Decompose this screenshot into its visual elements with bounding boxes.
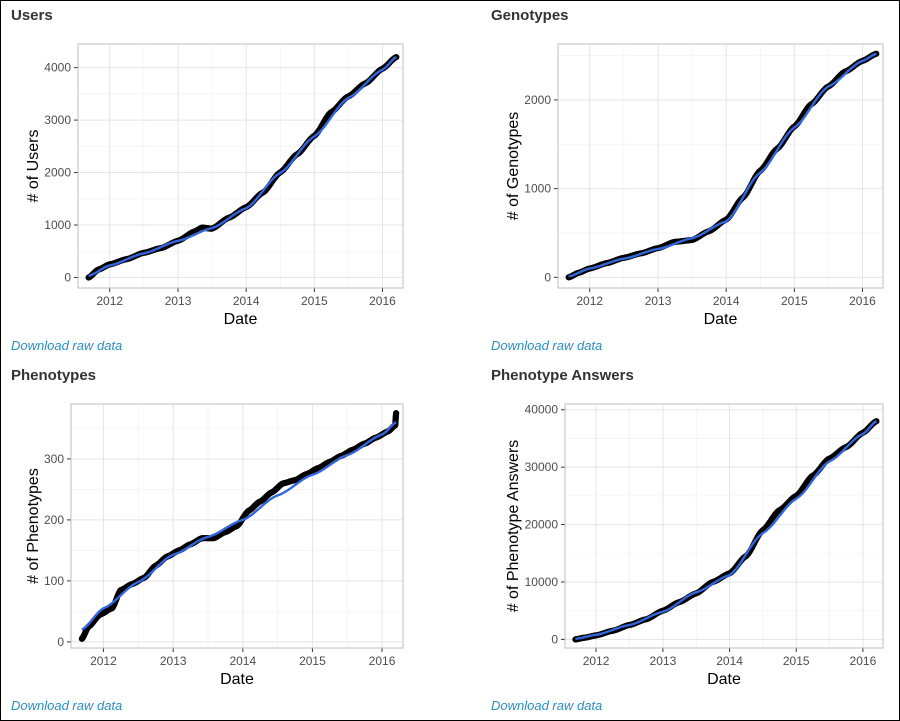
trend-line [88,56,397,278]
x-tick-label: 2015 [783,654,810,668]
y-tick-label: 100 [44,574,64,588]
x-tick-label: 2013 [165,294,192,308]
x-tick-label: 2015 [781,294,808,308]
y-tick-label: 300 [44,452,64,466]
download-raw-data-link[interactable]: Download raw data [11,338,123,353]
download-raw-data-link[interactable]: Download raw data [491,698,603,713]
plot-border [557,43,884,289]
y-tick-label: 4000 [44,61,71,75]
trend-line [575,420,878,640]
y-tick-label: 0 [551,632,558,646]
y-tick-label: 200 [44,513,64,527]
panel-users: Users 2012 2013 2014 2015 2016 0 1000 2000 3000 4… [1,1,441,356]
x-tick-label: 2014 [713,294,740,308]
y-axis-title: # of Genotypes [505,112,522,221]
panel-genotypes: Genotypes 2012 2013 2014 2015 2016 0 1000 2000 D… [481,1,900,356]
x-tick-label: 2016 [369,294,396,308]
phenotype-answers-chart: 2012 2013 2014 2015 2016 0 10000 20000 30000 4000… [505,403,884,688]
y-tick-label: 1000 [524,182,551,196]
genotypes-chart: 2012 2013 2014 2015 2016 0 1000 2000 Date # of Ge… [505,43,884,328]
plot-border [70,403,404,649]
x-tick-label: 2012 [96,294,123,308]
x-axis-title: Date [224,311,258,328]
y-tick-label: 2000 [524,93,551,107]
data-point [393,410,400,417]
trend-line [568,52,877,278]
phenotypes-chart: 2012 2013 2014 2015 2016 0 100 200 300 Date # of P… [25,403,404,688]
panel-title: Genotypes [491,7,569,24]
x-tick-label: 2016 [369,654,396,668]
y-tick-label: 40000 [525,403,559,417]
y-tick-label: 30000 [525,460,559,474]
x-tick-label: 2013 [650,654,677,668]
x-tick-label: 2014 [229,654,256,668]
download-raw-data-link[interactable]: Download raw data [491,338,603,353]
x-tick-label: 2015 [301,294,328,308]
panel-title: Users [11,7,53,24]
download-raw-data-link[interactable]: Download raw data [11,698,123,713]
x-tick-label: 2016 [850,654,877,668]
y-tick-label: 0 [544,270,551,284]
trend-line [81,421,397,631]
x-tick-label: 2015 [299,654,326,668]
plot-background [565,404,883,648]
y-tick-label: 0 [64,271,71,285]
x-tick-label: 2013 [645,294,672,308]
x-tick-label: 2016 [849,294,876,308]
x-axis-title: Date [220,671,254,688]
x-axis-title: Date [707,671,741,688]
x-tick-label: 2014 [233,294,260,308]
y-tick-label: 3000 [44,113,71,127]
panel-title: Phenotype Answers [491,367,634,384]
plot-border [77,43,404,289]
x-tick-label: 2013 [160,654,187,668]
y-axis-title: # of Users [25,130,42,203]
x-axis-title: Date [704,311,738,328]
users-chart: 2012 2013 2014 2015 2016 0 1000 2000 3000 4000 Dat… [25,43,404,328]
plot-background [78,44,403,288]
x-tick-label: 2012 [576,294,603,308]
panel-phenotype-answers: Phenotype Answers 2012 2013 2014 2015 2016 0 1… [481,361,900,716]
plot-border [564,403,884,649]
panel-title: Phenotypes [11,367,97,384]
y-tick-label: 0 [57,635,64,649]
y-axis-title: # of Phenotypes [25,468,42,584]
y-tick-label: 20000 [525,518,559,532]
x-tick-label: 2012 [90,654,117,668]
y-tick-label: 2000 [44,166,71,180]
panel-phenotypes: Phenotypes 2012 2013 2014 2015 2016 0 100 200 30… [1,361,441,716]
y-tick-label: 10000 [525,575,559,589]
x-tick-label: 2014 [716,654,743,668]
y-axis-title: # of Phenotype Answers [505,440,522,613]
x-tick-label: 2012 [583,654,610,668]
y-tick-label: 1000 [44,218,71,232]
